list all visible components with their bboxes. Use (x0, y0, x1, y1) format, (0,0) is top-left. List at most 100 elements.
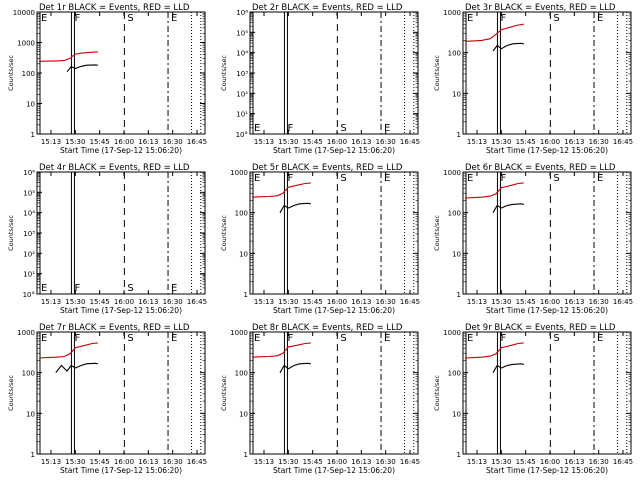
x-tick-label: 15:45 (303, 138, 323, 146)
x-tick-label: 16:30 (589, 298, 609, 306)
x-tick-label: 15:45 (90, 138, 110, 146)
x-tick-label: 16:45 (187, 138, 207, 146)
marker-label: F (74, 13, 80, 24)
series-events-line (279, 202, 311, 213)
y-tick-label: 10 (452, 410, 461, 418)
panel-title: Det 4r BLACK = Events, RED = LLD (39, 163, 190, 173)
y-tick-label: 10¹ (236, 111, 248, 119)
y-axis-label: Counts/sec (7, 55, 15, 91)
marker-label: S (340, 123, 346, 134)
y-tick-label: 1000 (17, 40, 35, 48)
y-tick-label: 10² (23, 250, 35, 258)
panel-det-2: Det 2r BLACK = Events, RED = LLD 10° 10¹ 10… (220, 3, 420, 155)
panel-title: Det 6r BLACK = Events, RED = LLD (465, 163, 616, 173)
x-tick-label: 15:45 (516, 298, 536, 306)
x-tick-label: 15:45 (516, 138, 536, 146)
x-tick-label: 16:13 (351, 138, 371, 146)
marker-label: F (500, 173, 506, 184)
x-tick-label: 15:13 (254, 138, 274, 146)
x-tick-label: 15:13 (467, 458, 487, 466)
y-axis-label: Counts/sec (7, 375, 15, 411)
y-axis-label: Counts/sec (433, 55, 441, 91)
series-lld-line (38, 51, 98, 62)
x-tick-label: 15:13 (41, 458, 61, 466)
panel-det-1: Det 1r BLACK = Events, RED = LLD 1 10 100 10… (7, 3, 207, 155)
plot-frame (36, 11, 206, 135)
y-tick-label: 10³ (236, 70, 248, 78)
y-tick-label: 10⁴ (23, 210, 35, 218)
marker-label: F (500, 13, 506, 24)
x-tick-label: 16:13 (564, 298, 584, 306)
x-tick-label: 15:30 (65, 298, 85, 306)
y-tick-label: 1000 (17, 329, 35, 337)
x-axis-label: Start Time (17-Sep-12 15:06:20) (60, 466, 182, 475)
plot-frame (462, 11, 632, 135)
x-tick-label: 16:45 (613, 138, 633, 146)
series-events-line (492, 42, 524, 52)
marker-label: F (287, 173, 293, 184)
x-tick-label: 16:00 (327, 458, 347, 466)
y-tick-label: 10¹ (23, 271, 35, 279)
panel-det-5: Det 5r BLACK = Events, RED = LLD 1 10 100 10… (220, 163, 420, 315)
marker-label: E (384, 333, 390, 344)
x-axis-label: Start Time (17-Sep-12 15:06:20) (486, 306, 608, 315)
y-tick-label: 100 (235, 370, 248, 378)
x-tick-label: 15:45 (90, 458, 110, 466)
x-tick-label: 16:30 (376, 458, 396, 466)
y-tick-label: 10° (236, 131, 248, 139)
y-tick-label: 10⁵ (236, 29, 248, 37)
y-axis-label: Counts/sec (433, 215, 441, 251)
y-tick-label: 1 (457, 451, 461, 459)
x-tick-label: 16:30 (589, 458, 609, 466)
x-tick-label: 16:13 (564, 458, 584, 466)
y-tick-label: 10 (26, 410, 35, 418)
series-events-line (279, 362, 311, 373)
plot-frame (249, 171, 419, 295)
plot-frame (462, 171, 632, 295)
x-tick-label: 16:45 (613, 458, 633, 466)
marker-label: E (597, 173, 603, 184)
y-tick-label: 10 (239, 250, 248, 258)
x-tick-label: 16:13 (564, 138, 584, 146)
y-tick-label: 100 (22, 370, 35, 378)
x-tick-label: 16:30 (163, 138, 183, 146)
y-tick-label: 1000 (443, 329, 461, 337)
y-axis-label: Counts/sec (7, 215, 15, 251)
marker-label: E (597, 13, 603, 24)
marker-label: E (171, 333, 177, 344)
x-tick-label: 16:30 (589, 138, 609, 146)
panel-title: Det 2r BLACK = Events, RED = LLD (252, 3, 403, 13)
y-tick-label: 1000 (230, 169, 248, 177)
x-axis-label: Start Time (17-Sep-12 15:06:20) (273, 306, 395, 315)
marker-label: S (340, 333, 346, 344)
x-tick-label: 16:00 (540, 458, 560, 466)
marker-label: S (127, 13, 133, 24)
x-tick-label: 15:13 (254, 298, 274, 306)
y-axis-label: Counts/sec (220, 55, 228, 91)
marker-label: S (553, 13, 559, 24)
x-tick-label: 15:30 (491, 138, 511, 146)
plot-frame (462, 331, 632, 455)
y-tick-label: 10 (452, 90, 461, 98)
x-axis-label: Start Time (17-Sep-12 15:06:20) (60, 306, 182, 315)
x-tick-label: 16:00 (114, 458, 134, 466)
y-tick-label: 10° (23, 291, 35, 299)
x-tick-label: 16:00 (114, 298, 134, 306)
plot-frame (36, 171, 206, 295)
x-tick-label: 16:45 (400, 458, 420, 466)
x-tick-label: 16:00 (327, 138, 347, 146)
plot-frame (36, 331, 206, 455)
x-tick-label: 16:00 (540, 138, 560, 146)
panel-title: Det 8r BLACK = Events, RED = LLD (252, 323, 403, 333)
y-tick-label: 10⁵ (23, 189, 35, 197)
x-tick-label: 15:13 (467, 298, 487, 306)
panel-det-8: Det 8r BLACK = Events, RED = LLD 1 10 100 10… (220, 323, 420, 475)
marker-label: E (467, 333, 473, 344)
marker-label: E (384, 123, 390, 134)
marker-label: E (467, 173, 473, 184)
panel-title: Det 5r BLACK = Events, RED = LLD (252, 163, 403, 173)
series-lld-line (38, 342, 98, 359)
y-tick-label: 100 (22, 70, 35, 78)
marker-label: E (171, 283, 177, 294)
x-tick-label: 15:30 (278, 138, 298, 146)
